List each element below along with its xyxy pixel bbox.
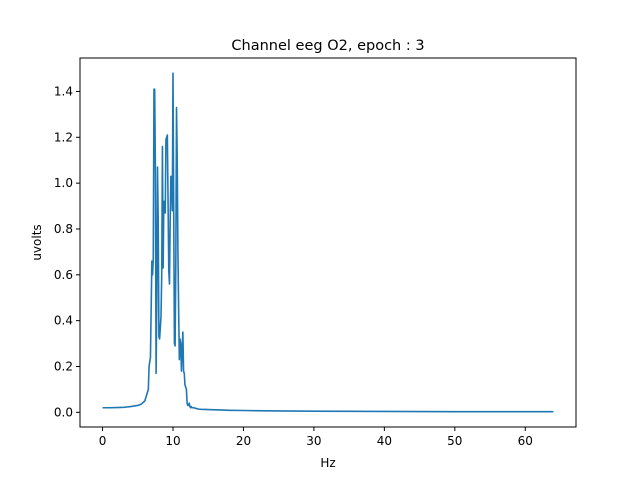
x-tick-label: 50 — [447, 434, 462, 448]
y-axis-label: uvolts — [30, 224, 44, 260]
chart-title: Channel eeg O2, epoch : 3 — [231, 38, 424, 54]
y-tick-label: 0.4 — [54, 314, 73, 328]
x-tick-label: 40 — [377, 434, 392, 448]
y-tick-label: 0.2 — [54, 359, 73, 373]
x-axis-ticks: 0 10 20 30 40 50 60 — [99, 427, 533, 448]
x-axis-label: Hz — [320, 456, 335, 470]
x-tick-label: 60 — [518, 434, 533, 448]
y-tick-label: 1.4 — [54, 84, 73, 98]
x-tick-label: 20 — [236, 434, 251, 448]
x-tick-label: 30 — [306, 434, 321, 448]
x-tick-label: 10 — [165, 434, 180, 448]
y-tick-label: 1.0 — [54, 176, 73, 190]
y-tick-label: 1.2 — [54, 130, 73, 144]
y-tick-label: 0.0 — [54, 405, 73, 419]
x-tick-label: 0 — [99, 434, 107, 448]
y-tick-label: 0.8 — [54, 222, 73, 236]
plot-area — [102, 72, 554, 413]
axes-frame — [79, 57, 577, 428]
series-line — [102, 72, 554, 413]
y-axis-ticks: 0.0 0.2 0.4 0.6 0.8 1.0 1.2 1.4 — [54, 84, 80, 419]
y-tick-label: 0.6 — [54, 268, 73, 282]
